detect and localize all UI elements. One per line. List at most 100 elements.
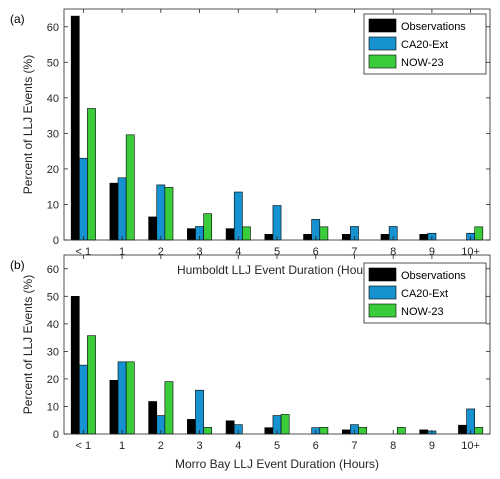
bar-now23-1 [125,134,135,241]
bar-now23-0 [87,335,96,435]
bar-now23-6 [319,226,329,241]
y-tick-label: 20 [47,374,59,386]
legend-swatch-obs [368,18,397,33]
y-tick-label: 40 [47,93,59,105]
x-tick-label: 3 [196,440,202,452]
bar-obs-6 [303,234,312,241]
y-tick-label: 0 [53,235,59,247]
bar-now23-2 [164,187,174,241]
bar-now23-10 [474,427,484,435]
x-tick-label: 7 [351,246,357,258]
x-tick-label: 5 [274,246,280,258]
bar-obs-8 [380,234,390,241]
bar-obs-5 [264,234,274,241]
bar-now23-2 [164,381,174,435]
x-tick-label: 5 [274,440,280,452]
bar-now23-4 [242,226,251,241]
x-tick-label: 1 [119,246,125,258]
x-tick-label: 7 [351,440,357,452]
bar-now23-3 [203,213,213,241]
bar-obs-2 [148,401,158,435]
bar-obs-10 [458,424,467,435]
x-tick-label: 3 [196,246,202,258]
y-tick-label: 0 [53,429,59,441]
bar-obs-0 [70,296,80,435]
x-tick-label: < 1 [76,440,92,452]
x-tick-label: 6 [313,246,319,258]
x-tick-label: 6 [313,440,319,452]
bar-now23-8 [396,427,406,435]
legend-swatch-ca20 [368,285,397,300]
x-axis-label: Humboldt LLJ Event Duration (Hours) [177,263,377,277]
bar-obs-7 [341,234,351,241]
bar-obs-3 [187,228,196,241]
bar-ca20-4 [233,191,243,241]
x-tick-label: 8 [390,246,396,258]
bar-obs-4 [225,228,235,241]
y-tick-label: 30 [47,128,59,140]
bar-ca20-5 [272,205,282,241]
x-tick-label: 4 [235,246,241,258]
chart-panel-b: (b) 0 10 20 30 40 50 60 < 1 1 2 3 4 5 6 7 8 9 10+ Morro Bay… [10,254,491,471]
bar-ca20-0 [79,364,88,435]
y-tick-label: 40 [47,319,59,331]
bar-obs-4 [225,420,235,435]
bar-ca20-1 [117,361,127,435]
y-tick-label: 10 [47,401,59,413]
bar-ca20-1 [117,177,127,241]
x-tick-label: 9 [429,440,435,452]
bar-obs-2 [148,216,158,241]
legend-entry-obs: Observations [401,270,466,282]
x-tick-label: 1 [119,440,125,452]
bar-now23-6 [319,427,329,435]
legend: Observations CA20-Ext NOW-23 [363,13,487,75]
bar-obs-3 [187,419,196,435]
legend-entry-obs: Observations [401,21,466,33]
y-tick-label: 60 [47,264,59,276]
panel-label: (b) [10,258,25,272]
bar-obs-5 [264,427,274,435]
legend-swatch-now23 [368,303,397,318]
y-tick-label: 30 [47,346,59,358]
x-tick-label: 9 [429,246,435,258]
legend-entry-now23: NOW-23 [401,57,444,69]
bar-ca20-0 [79,157,88,241]
x-axis-label: Morro Bay LLJ Event Duration (Hours) [175,457,379,471]
panel-label: (a) [10,12,25,26]
bar-obs-1 [109,182,119,241]
x-tick-label: 2 [158,440,164,452]
legend-swatch-now23 [368,54,397,69]
bar-now23-7 [358,427,367,435]
y-axis-label: Percent of LLJ Events (%) [21,55,35,194]
x-tick-label: 8 [390,440,396,452]
bar-now23-5 [280,414,290,435]
bar-ca20-3 [195,389,204,435]
bar-obs-9 [419,429,429,435]
x-tick-label: 4 [235,440,241,452]
bar-now23-0 [87,108,96,241]
legend-swatch-obs [368,267,397,282]
legend-entry-ca20: CA20-Ext [401,39,448,51]
bar-now23-10 [474,226,484,241]
y-tick-label: 60 [47,22,59,34]
bar-obs-7 [341,429,351,435]
bar-ca20-2 [156,184,166,241]
legend-swatch-ca20 [368,36,397,51]
bar-now23-1 [125,361,135,435]
legend: Observations CA20-Ext NOW-23 [363,262,487,324]
y-tick-label: 20 [47,164,59,176]
x-tick-label: 10+ [461,440,480,452]
bar-now23-3 [203,427,213,435]
y-tick-label: 50 [47,57,59,69]
x-tick-label: 2 [158,246,164,258]
y-tick-label: 50 [47,291,59,303]
legend-entry-now23: NOW-23 [401,306,444,318]
bar-obs-1 [109,379,119,435]
bar-obs-9 [419,234,429,241]
legend-entry-ca20: CA20-Ext [401,288,448,300]
y-tick-label: 10 [47,199,59,211]
y-axis-label: Percent of LLJ Events (%) [21,275,35,414]
bar-obs-0 [70,15,80,241]
